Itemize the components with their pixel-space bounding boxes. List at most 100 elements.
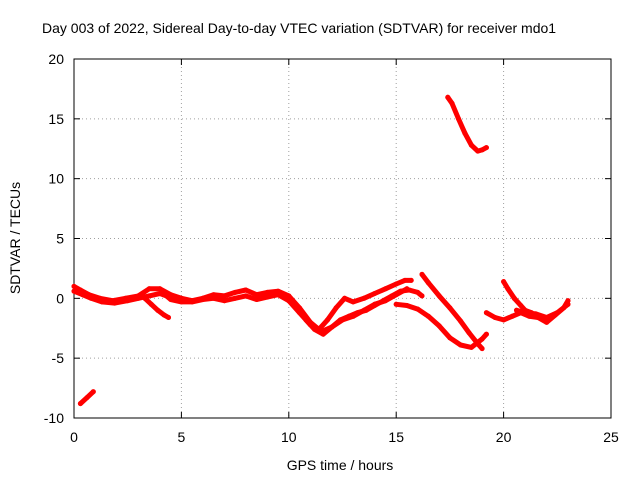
data-point: [363, 307, 369, 313]
data-point: [458, 342, 464, 348]
data-point: [361, 295, 367, 301]
series-arc-1: [71, 277, 414, 332]
data-point: [243, 287, 249, 293]
data-point: [355, 310, 360, 316]
data-point: [479, 346, 485, 352]
data-point: [475, 148, 481, 154]
data-point: [200, 297, 206, 302]
data-point: [425, 313, 431, 319]
data-point: [468, 344, 474, 350]
data-point: [112, 300, 118, 306]
axis-ticks: 0 5 10 15 20 25 -10 -5 0 5 10 15 20: [44, 51, 619, 445]
data-point: [511, 295, 517, 301]
data-point: [501, 317, 507, 323]
data-point: [148, 301, 154, 307]
data-point: [393, 281, 399, 287]
data-point: [161, 312, 167, 318]
data-point: [90, 389, 96, 395]
data-point: [402, 277, 408, 283]
data-point: [99, 299, 105, 305]
data-point: [286, 298, 292, 304]
data-point: [320, 331, 326, 337]
data-point: [88, 295, 94, 301]
x-tick-label: 25: [603, 429, 619, 445]
data-point: [166, 315, 171, 320]
data-point: [211, 295, 217, 301]
data-point: [565, 298, 571, 304]
data-point: [157, 286, 163, 292]
x-tick-label: 15: [388, 429, 404, 445]
data-point: [447, 335, 453, 341]
data-point: [329, 324, 335, 330]
data-point: [458, 318, 464, 324]
y-tick-label: 0: [56, 290, 64, 306]
x-axis-label: GPS time / hours: [287, 457, 394, 473]
y-tick-label: 5: [56, 231, 64, 247]
data-point: [389, 293, 395, 299]
data-point: [436, 293, 442, 299]
data-point: [415, 289, 421, 295]
data-point: [380, 298, 386, 304]
data-point: [372, 291, 378, 296]
data-point: [466, 330, 472, 336]
chart-title: Day 003 of 2022, Sidereal Day-to-day VTE…: [42, 20, 556, 36]
data-point: [383, 286, 388, 292]
data-point: [462, 130, 468, 136]
data-point: [337, 317, 343, 323]
data-point: [146, 293, 152, 299]
data-point: [445, 94, 451, 100]
y-tick-label: 15: [48, 111, 64, 127]
data-point: [554, 310, 560, 316]
data-point: [419, 293, 425, 299]
data-point: [408, 277, 414, 283]
x-tick-label: 5: [178, 429, 186, 445]
data-point: [333, 305, 339, 311]
data-point: [419, 271, 425, 277]
data-point: [189, 299, 195, 305]
data-point: [77, 401, 83, 407]
data-point: [125, 298, 131, 304]
data-point: [456, 116, 461, 122]
data-point: [544, 319, 550, 325]
data-point: [303, 317, 309, 323]
data-point: [84, 395, 90, 401]
data-series: [71, 94, 571, 407]
data-point: [71, 288, 77, 294]
data-point: [243, 293, 249, 299]
data-point: [544, 315, 550, 320]
data-point: [163, 293, 169, 299]
data-point: [514, 307, 519, 313]
y-axis-label: SDTVAR / TECUs: [7, 182, 23, 294]
data-point: [479, 336, 485, 342]
data-point: [449, 100, 455, 106]
data-point: [404, 303, 410, 308]
data-point: [312, 326, 318, 332]
data-point: [80, 292, 86, 298]
data-point: [178, 299, 184, 305]
data-point: [325, 317, 330, 323]
data-point: [483, 145, 489, 151]
data-point: [264, 294, 270, 300]
data-point: [142, 295, 148, 301]
data-point: [501, 279, 507, 285]
data-point: [565, 301, 571, 307]
data-point: [393, 301, 399, 307]
data-point: [475, 341, 481, 347]
y-tick-label: -10: [44, 410, 64, 426]
data-point: [264, 289, 270, 295]
data-point: [518, 303, 524, 308]
data-point: [232, 295, 238, 301]
data-point: [479, 147, 485, 153]
data-point: [522, 310, 528, 316]
data-point: [232, 289, 238, 295]
data-point: [168, 297, 174, 302]
data-point: [483, 310, 489, 316]
data-point: [294, 305, 300, 311]
data-point: [509, 313, 515, 319]
data-point: [468, 142, 474, 148]
data-point: [350, 299, 356, 305]
data-point: [492, 315, 498, 320]
data-point: [275, 292, 281, 298]
data-point: [406, 287, 412, 293]
